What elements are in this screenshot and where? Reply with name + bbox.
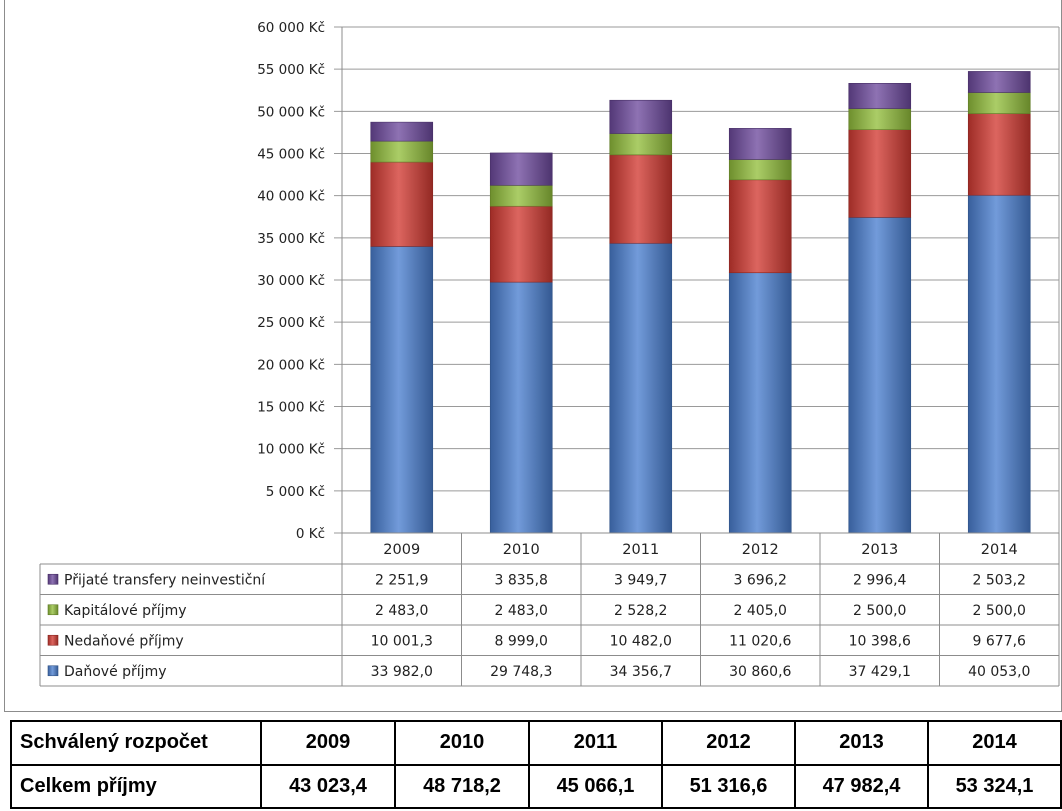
data-label: 40 053,0: [968, 664, 1030, 680]
data-label: 10 482,0: [610, 633, 672, 649]
data-label: 2 528,2: [614, 603, 667, 619]
x-category-label: 2010: [503, 542, 540, 558]
data-label: 2 405,0: [734, 603, 787, 619]
bar-segment: [967, 113, 1031, 196]
legend-series-name: Nedaňové příjmy: [64, 633, 184, 649]
y-tick-label: 0 Kč: [296, 526, 325, 542]
y-tick-label: 55 000 Kč: [257, 62, 325, 78]
y-tick-label: 60 000 Kč: [257, 20, 325, 36]
data-label: 8 999,0: [495, 633, 548, 649]
budget-total-row: Celkem příjmy 43 023,4 48 718,2 45 066,1…: [10, 763, 1062, 809]
y-tick-label: 15 000 Kč: [257, 400, 325, 416]
data-label: 3 949,7: [614, 572, 667, 588]
legend-series-name: Daňové příjmy: [64, 664, 167, 680]
data-label: 34 356,7: [610, 664, 672, 680]
budget-year: 2014: [927, 720, 1062, 766]
bar-segment: [609, 133, 673, 156]
bar-segment: [728, 159, 792, 181]
x-category-label: 2013: [861, 542, 898, 558]
y-tick-label: 20 000 Kč: [257, 357, 325, 373]
y-tick-label: 45 000 Kč: [257, 147, 325, 163]
bar-segment: [967, 92, 1031, 114]
data-label: 37 429,1: [849, 664, 911, 680]
data-label: 11 020,6: [729, 633, 791, 649]
bar-segment: [370, 121, 434, 142]
legend-series-name: Přijaté transfery neinvestiční: [64, 572, 266, 588]
budget-total-value: 48 718,2: [394, 763, 530, 809]
data-label: 2 483,0: [495, 603, 548, 619]
budget-year: 2010: [394, 720, 530, 766]
data-label: 3 835,8: [495, 572, 548, 588]
bar-segment: [489, 205, 553, 283]
data-label: 33 982,0: [371, 664, 433, 680]
budget-header-label: Schválený rozpočet: [10, 720, 262, 766]
y-tick-label: 35 000 Kč: [257, 231, 325, 247]
approved-budget-table: Schválený rozpočet 2009 2010 2011 2012 2…: [10, 720, 1062, 809]
data-label: 10 001,3: [371, 633, 433, 649]
budget-year: 2009: [260, 720, 396, 766]
bar-segment: [728, 179, 792, 274]
data-label: 2 500,0: [973, 603, 1026, 619]
x-category-label: 2014: [981, 542, 1018, 558]
budget-total-value: 45 066,1: [528, 763, 663, 809]
data-label: 9 677,6: [973, 633, 1027, 649]
data-label: 2 251,9: [375, 572, 428, 588]
bar-segment: [609, 99, 673, 134]
legend-swatch: [47, 573, 59, 585]
bar-segment: [848, 129, 912, 218]
budget-total-value: 43 023,4: [260, 763, 396, 809]
bar-segment: [967, 71, 1031, 93]
bar-segment: [370, 161, 434, 247]
bar-segment: [489, 152, 553, 186]
legend-swatch: [47, 634, 59, 646]
data-label: 10 398,6: [849, 633, 911, 649]
budget-year: 2012: [661, 720, 796, 766]
y-tick-label: 40 000 Kč: [257, 189, 325, 205]
budget-total-value: 53 324,1: [927, 763, 1062, 809]
legend-swatch: [47, 665, 59, 677]
bar-segment: [848, 217, 912, 534]
data-label: 29 748,3: [490, 664, 552, 680]
bar-segment: [609, 154, 673, 244]
bar-segment: [489, 281, 553, 534]
data-label: 30 860,6: [729, 664, 791, 680]
bar-segment: [609, 242, 673, 534]
data-label: 2 996,4: [853, 572, 907, 588]
bar-segment: [967, 194, 1031, 534]
bar-segment: [370, 246, 434, 534]
data-label: 3 696,2: [734, 572, 787, 588]
bar-segment: [728, 272, 792, 534]
y-tick-label: 10 000 Kč: [257, 442, 325, 458]
data-label: 2 500,0: [853, 603, 906, 619]
bar-segment: [848, 108, 912, 130]
legend-series-name: Kapitálové příjmy: [64, 603, 187, 619]
bar-segment: [370, 140, 434, 163]
bar-segment: [728, 128, 792, 160]
y-tick-label: 50 000 Kč: [257, 104, 325, 120]
budget-year: 2011: [528, 720, 663, 766]
y-tick-label: 30 000 Kč: [257, 273, 325, 289]
bar-segment: [848, 83, 912, 109]
data-label: 2 483,0: [375, 603, 428, 619]
x-category-label: 2009: [383, 542, 420, 558]
x-category-label: 2011: [622, 542, 659, 558]
budget-year: 2013: [794, 720, 929, 766]
budget-total-label: Celkem příjmy: [10, 763, 262, 809]
data-label: 2 503,2: [973, 572, 1026, 588]
x-category-label: 2012: [742, 542, 779, 558]
budget-total-value: 51 316,6: [661, 763, 796, 809]
bar-segment: [489, 184, 553, 207]
y-tick-label: 5 000 Kč: [266, 484, 325, 500]
budget-total-value: 47 982,4: [794, 763, 929, 809]
budget-header-row: Schválený rozpočet 2009 2010 2011 2012 2…: [10, 720, 1062, 766]
stacked-bar-chart: 0 Kč 5 000 Kč 10 000 Kč 15 000 Kč 20 000 Kč 2…: [39, 20, 1060, 687]
y-tick-label: 25 000 Kč: [257, 315, 325, 331]
legend-swatch: [47, 604, 59, 616]
chart-frame: 0 Kč 5 000 Kč 10 000 Kč 15 000 Kč 20 000 Kč 2…: [4, 0, 1062, 712]
